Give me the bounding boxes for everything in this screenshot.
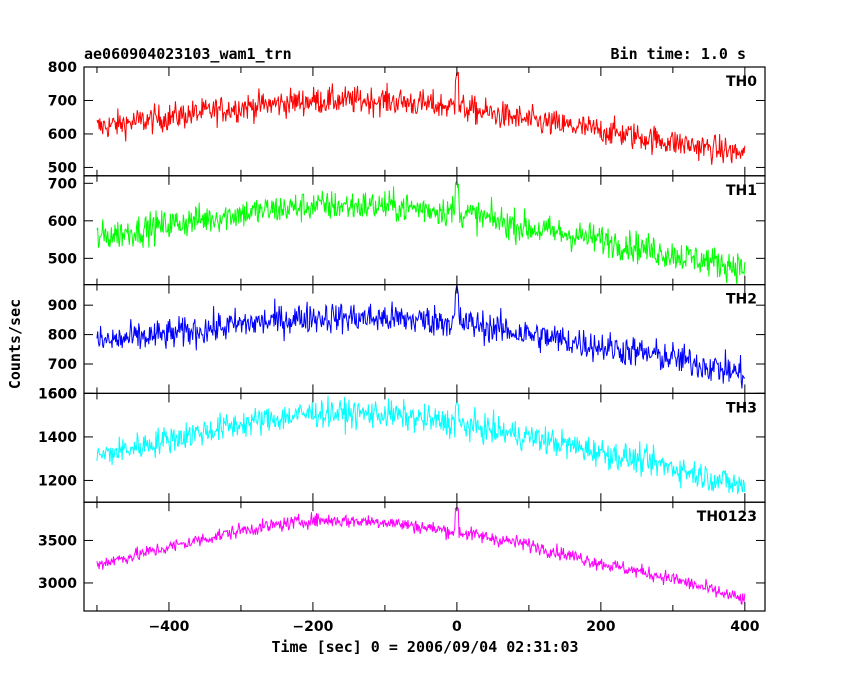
series-line-th3 — [96, 395, 746, 496]
panel-label-th2: TH2 — [726, 292, 757, 308]
series-line-th1 — [96, 181, 746, 285]
x-tick-label: 0 — [452, 619, 462, 635]
x-tick-label: −200 — [292, 619, 333, 635]
y-tick-label-th0123: 3000 — [38, 576, 77, 592]
series-line-th0 — [96, 70, 746, 165]
y-tick-label-th3: 1200 — [38, 473, 77, 489]
y-axis-label: Counts/sec — [6, 298, 24, 390]
y-tick-label-th2: 800 — [48, 328, 77, 344]
x-tick-label: 200 — [586, 619, 615, 635]
y-tick-label-th1: 500 — [48, 251, 77, 267]
panel-frame-th1 — [83, 175, 766, 286]
y-tick-label-th1: 600 — [48, 214, 77, 230]
y-tick-label-th3: 1400 — [38, 430, 77, 446]
y-tick-label-th0123: 3500 — [38, 533, 77, 549]
x-tick-label: 400 — [730, 619, 759, 635]
series-line-th2 — [96, 284, 746, 389]
y-tick-label-th3: 1600 — [38, 386, 77, 402]
y-tick-label-th1: 700 — [48, 176, 77, 192]
panel-label-th0: TH0 — [726, 74, 757, 90]
bin-time-label: Bin time: 1.0 s — [610, 45, 746, 63]
panel-frame-th0123 — [83, 501, 766, 612]
x-axis-label: Time [sec] 0 = 2006/09/04 02:31:03 — [271, 638, 579, 656]
y-tick-label-th0: 500 — [48, 160, 77, 176]
x-tick-label: −400 — [148, 619, 189, 635]
y-tick-label-th2: 900 — [48, 298, 77, 314]
chart-title: ae060904023103_wam1_trn — [84, 45, 292, 63]
series-line-th0123 — [96, 505, 746, 605]
y-tick-label-th2: 600 — [48, 386, 77, 402]
y-tick-label-th0: 800 — [48, 60, 77, 76]
panel-label-th3: TH3 — [726, 400, 757, 416]
panel-label-th1: TH1 — [726, 183, 757, 199]
y-tick-label-th0: 700 — [48, 93, 77, 109]
panel-frame-th2 — [83, 284, 766, 395]
y-tick-label-th0: 600 — [48, 127, 77, 143]
panel-label-th0123: TH0123 — [697, 509, 757, 525]
y-tick-label-th2: 700 — [48, 357, 77, 373]
